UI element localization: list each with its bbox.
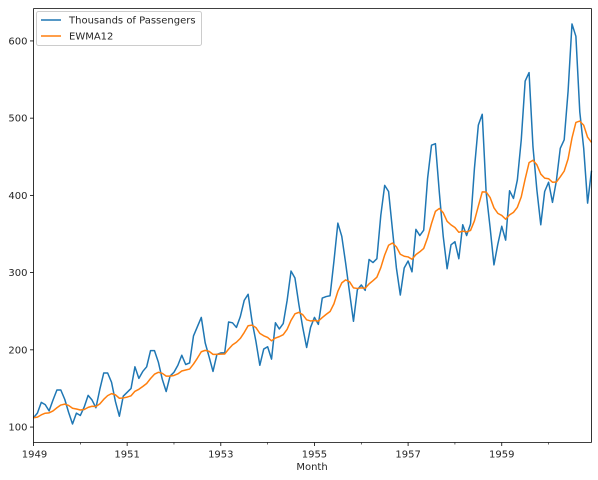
x-tick-label: 1951 — [114, 450, 139, 461]
legend-box — [36, 11, 202, 46]
x-axis: 1949 1951 1953 1955 1957 1959 — [22, 442, 549, 461]
x-tick-label: 1949 — [22, 450, 47, 461]
y-tick-label: 200 — [8, 345, 27, 356]
legend: Thousands of Passengers EWMA12 — [36, 11, 202, 46]
series-line-ewma12 — [33, 120, 593, 419]
y-tick-label: 500 — [8, 114, 27, 125]
y-tick-label: 400 — [8, 191, 27, 202]
legend-label-ewma12: EWMA12 — [69, 32, 113, 43]
y-tick-label: 600 — [8, 36, 27, 47]
series-line-passengers — [32, 23, 593, 425]
plot-area — [33, 8, 592, 443]
legend-label-passengers: Thousands of Passengers — [68, 16, 196, 27]
plot-frame — [33, 8, 592, 443]
y-tick-label: 100 — [8, 423, 27, 434]
y-tick-label: 300 — [8, 268, 27, 279]
x-tick-label: 1959 — [489, 450, 514, 461]
y-axis: 100 200 300 400 500 600 — [8, 36, 34, 434]
x-tick-label: 1955 — [302, 450, 327, 461]
x-tick-label: 1957 — [395, 450, 420, 461]
series-layer — [32, 23, 593, 425]
x-axis-label: Month — [296, 462, 327, 473]
x-tick-label: 1953 — [208, 450, 233, 461]
